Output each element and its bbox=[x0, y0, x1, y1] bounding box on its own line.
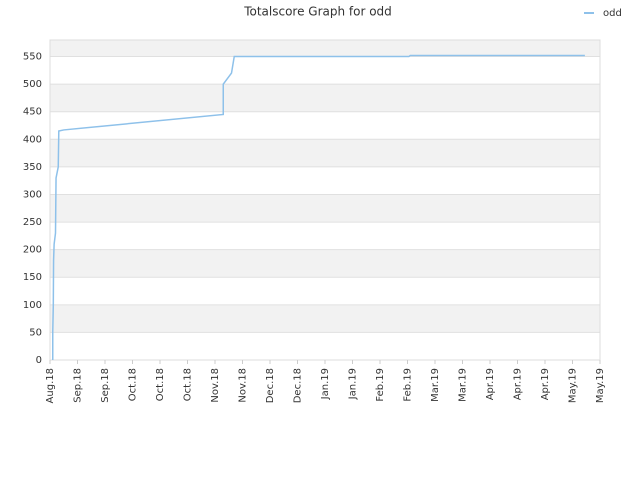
x-tick-label: Mar.19 bbox=[430, 368, 441, 402]
grid-band bbox=[50, 139, 600, 167]
y-tick-label: 50 bbox=[29, 327, 42, 338]
x-tick-label: Jan.19 bbox=[320, 368, 331, 400]
x-tick-label: Apr.19 bbox=[513, 368, 524, 400]
grid-band bbox=[50, 40, 600, 57]
x-tick-label: Mar.19 bbox=[458, 368, 469, 402]
x-tick-label: Feb.19 bbox=[375, 368, 386, 402]
x-tick-label: Dec.18 bbox=[293, 368, 304, 403]
x-tick-label: Oct.18 bbox=[155, 368, 166, 401]
y-tick-label: 350 bbox=[23, 162, 42, 173]
line bbox=[52, 54, 585, 360]
x-tick-label: Sep.18 bbox=[73, 368, 84, 403]
x-tick-label: Apr.19 bbox=[540, 368, 551, 400]
y-tick-label: 0 bbox=[36, 355, 42, 366]
x-tick-label: Apr.19 bbox=[485, 368, 496, 400]
x-tick-label: Oct.18 bbox=[183, 368, 194, 401]
y-tick-label: 450 bbox=[23, 107, 42, 118]
x-tick-label: Nov.18 bbox=[210, 368, 221, 403]
y-tick-label: 400 bbox=[23, 134, 42, 145]
x-tick-label: Feb.19 bbox=[403, 368, 414, 402]
grid-band bbox=[50, 304, 600, 333]
x-tick-label: Dec.18 bbox=[265, 368, 276, 403]
y-tick-label: 500 bbox=[23, 79, 42, 90]
legend-label: odd bbox=[603, 8, 622, 19]
y-tick-label: 150 bbox=[23, 272, 42, 283]
y-tick-label: 250 bbox=[23, 217, 42, 228]
x-tick-label: Nov.18 bbox=[238, 368, 249, 403]
x-tick-label: May.19 bbox=[595, 368, 606, 403]
grid-band bbox=[50, 194, 600, 223]
y-tick-label: 100 bbox=[23, 300, 42, 311]
x-tick-label: Jan.19 bbox=[348, 368, 359, 400]
chart-title: Totalscore Graph for odd bbox=[243, 5, 392, 19]
grid-band bbox=[50, 249, 600, 278]
x-tick-label: Sep.18 bbox=[100, 368, 111, 403]
x-tick-label: Aug.18 bbox=[45, 368, 56, 403]
x-tick-label: May.19 bbox=[568, 368, 579, 403]
x-tick-label: Oct.18 bbox=[128, 368, 139, 401]
y-tick-label: 550 bbox=[23, 52, 42, 63]
grid-band bbox=[50, 84, 600, 112]
y-tick-label: 300 bbox=[23, 189, 42, 200]
y-tick-label: 200 bbox=[23, 245, 42, 256]
